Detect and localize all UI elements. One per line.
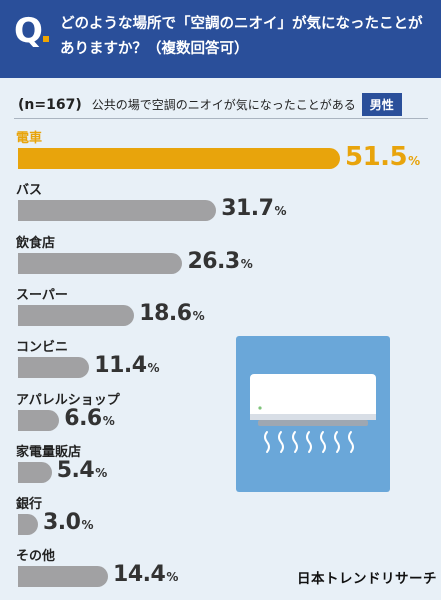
value-number: 5.4 [56,457,95,483]
category-label: 家電量販店 [16,444,82,460]
category-label: 銀行 [16,497,43,513]
value-label: 51.5% [345,142,420,172]
category-label: コンビニ [16,340,69,356]
bar [18,409,60,431]
value-number: 3.0 [43,510,81,536]
value-label: 14.4% [113,562,178,587]
value-unit: % [102,413,115,428]
q-dot [43,36,49,42]
value-unit: % [240,256,253,271]
value-number: 6.6 [64,405,102,431]
bar [18,252,183,274]
question-text: どのような場所で「空調のニオイ」が気になったことがありますか？（複数回答可） [60,16,423,57]
sample-info: (n=167) 公共の場で空調のニオイが気になったことがある 男性 [18,93,402,116]
category-label: 電車 [16,131,43,146]
category-label: スーパー [16,287,68,303]
bar [18,514,38,536]
bar [18,148,340,169]
value-number: 26.3 [187,248,240,274]
category-label: バス [16,183,43,199]
illustration-panel [236,336,390,492]
value-unit: % [95,465,108,480]
value-unit: % [192,308,205,323]
bar [18,304,135,326]
value-label: 3.0% [43,510,94,535]
sample-description: 公共の場で空調のニオイが気になったことがある [91,98,356,112]
value-number: 51.5 [345,142,408,172]
divider [14,118,428,119]
category-label: その他 [16,549,56,565]
value-number: 11.4 [94,353,147,379]
value-unit: % [274,204,287,219]
value-unit: % [81,518,94,533]
value-label: 11.4% [94,353,159,378]
value-label: 18.6% [139,301,204,326]
gender-badge: 男性 [361,93,402,116]
category-label: 飲食店 [16,235,56,251]
question-header: Q どのような場所で「空調のニオイ」が気になったことがありますか？（複数回答可） [0,0,441,78]
category-label: アパレルショップ [16,392,120,408]
value-unit: % [166,570,179,585]
bar [18,200,217,222]
bar [18,566,109,588]
value-unit: % [147,361,160,376]
value-number: 14.4 [113,562,166,588]
value-label: 26.3% [187,249,252,274]
air-conditioner-icon [250,374,376,453]
q-mark: Q [14,11,43,51]
value-label: 31.7% [221,196,286,221]
value-label: 6.6% [64,406,115,431]
value-label: 5.4% [57,458,108,483]
bar [18,357,90,379]
value-number: 31.7 [221,196,274,222]
value-unit: % [408,154,421,168]
value-number: 18.6 [139,300,192,326]
bar [18,461,52,483]
sample-size: (n=167) [18,96,82,113]
brand-logo: 日本トレンドリサーチ [297,571,437,587]
